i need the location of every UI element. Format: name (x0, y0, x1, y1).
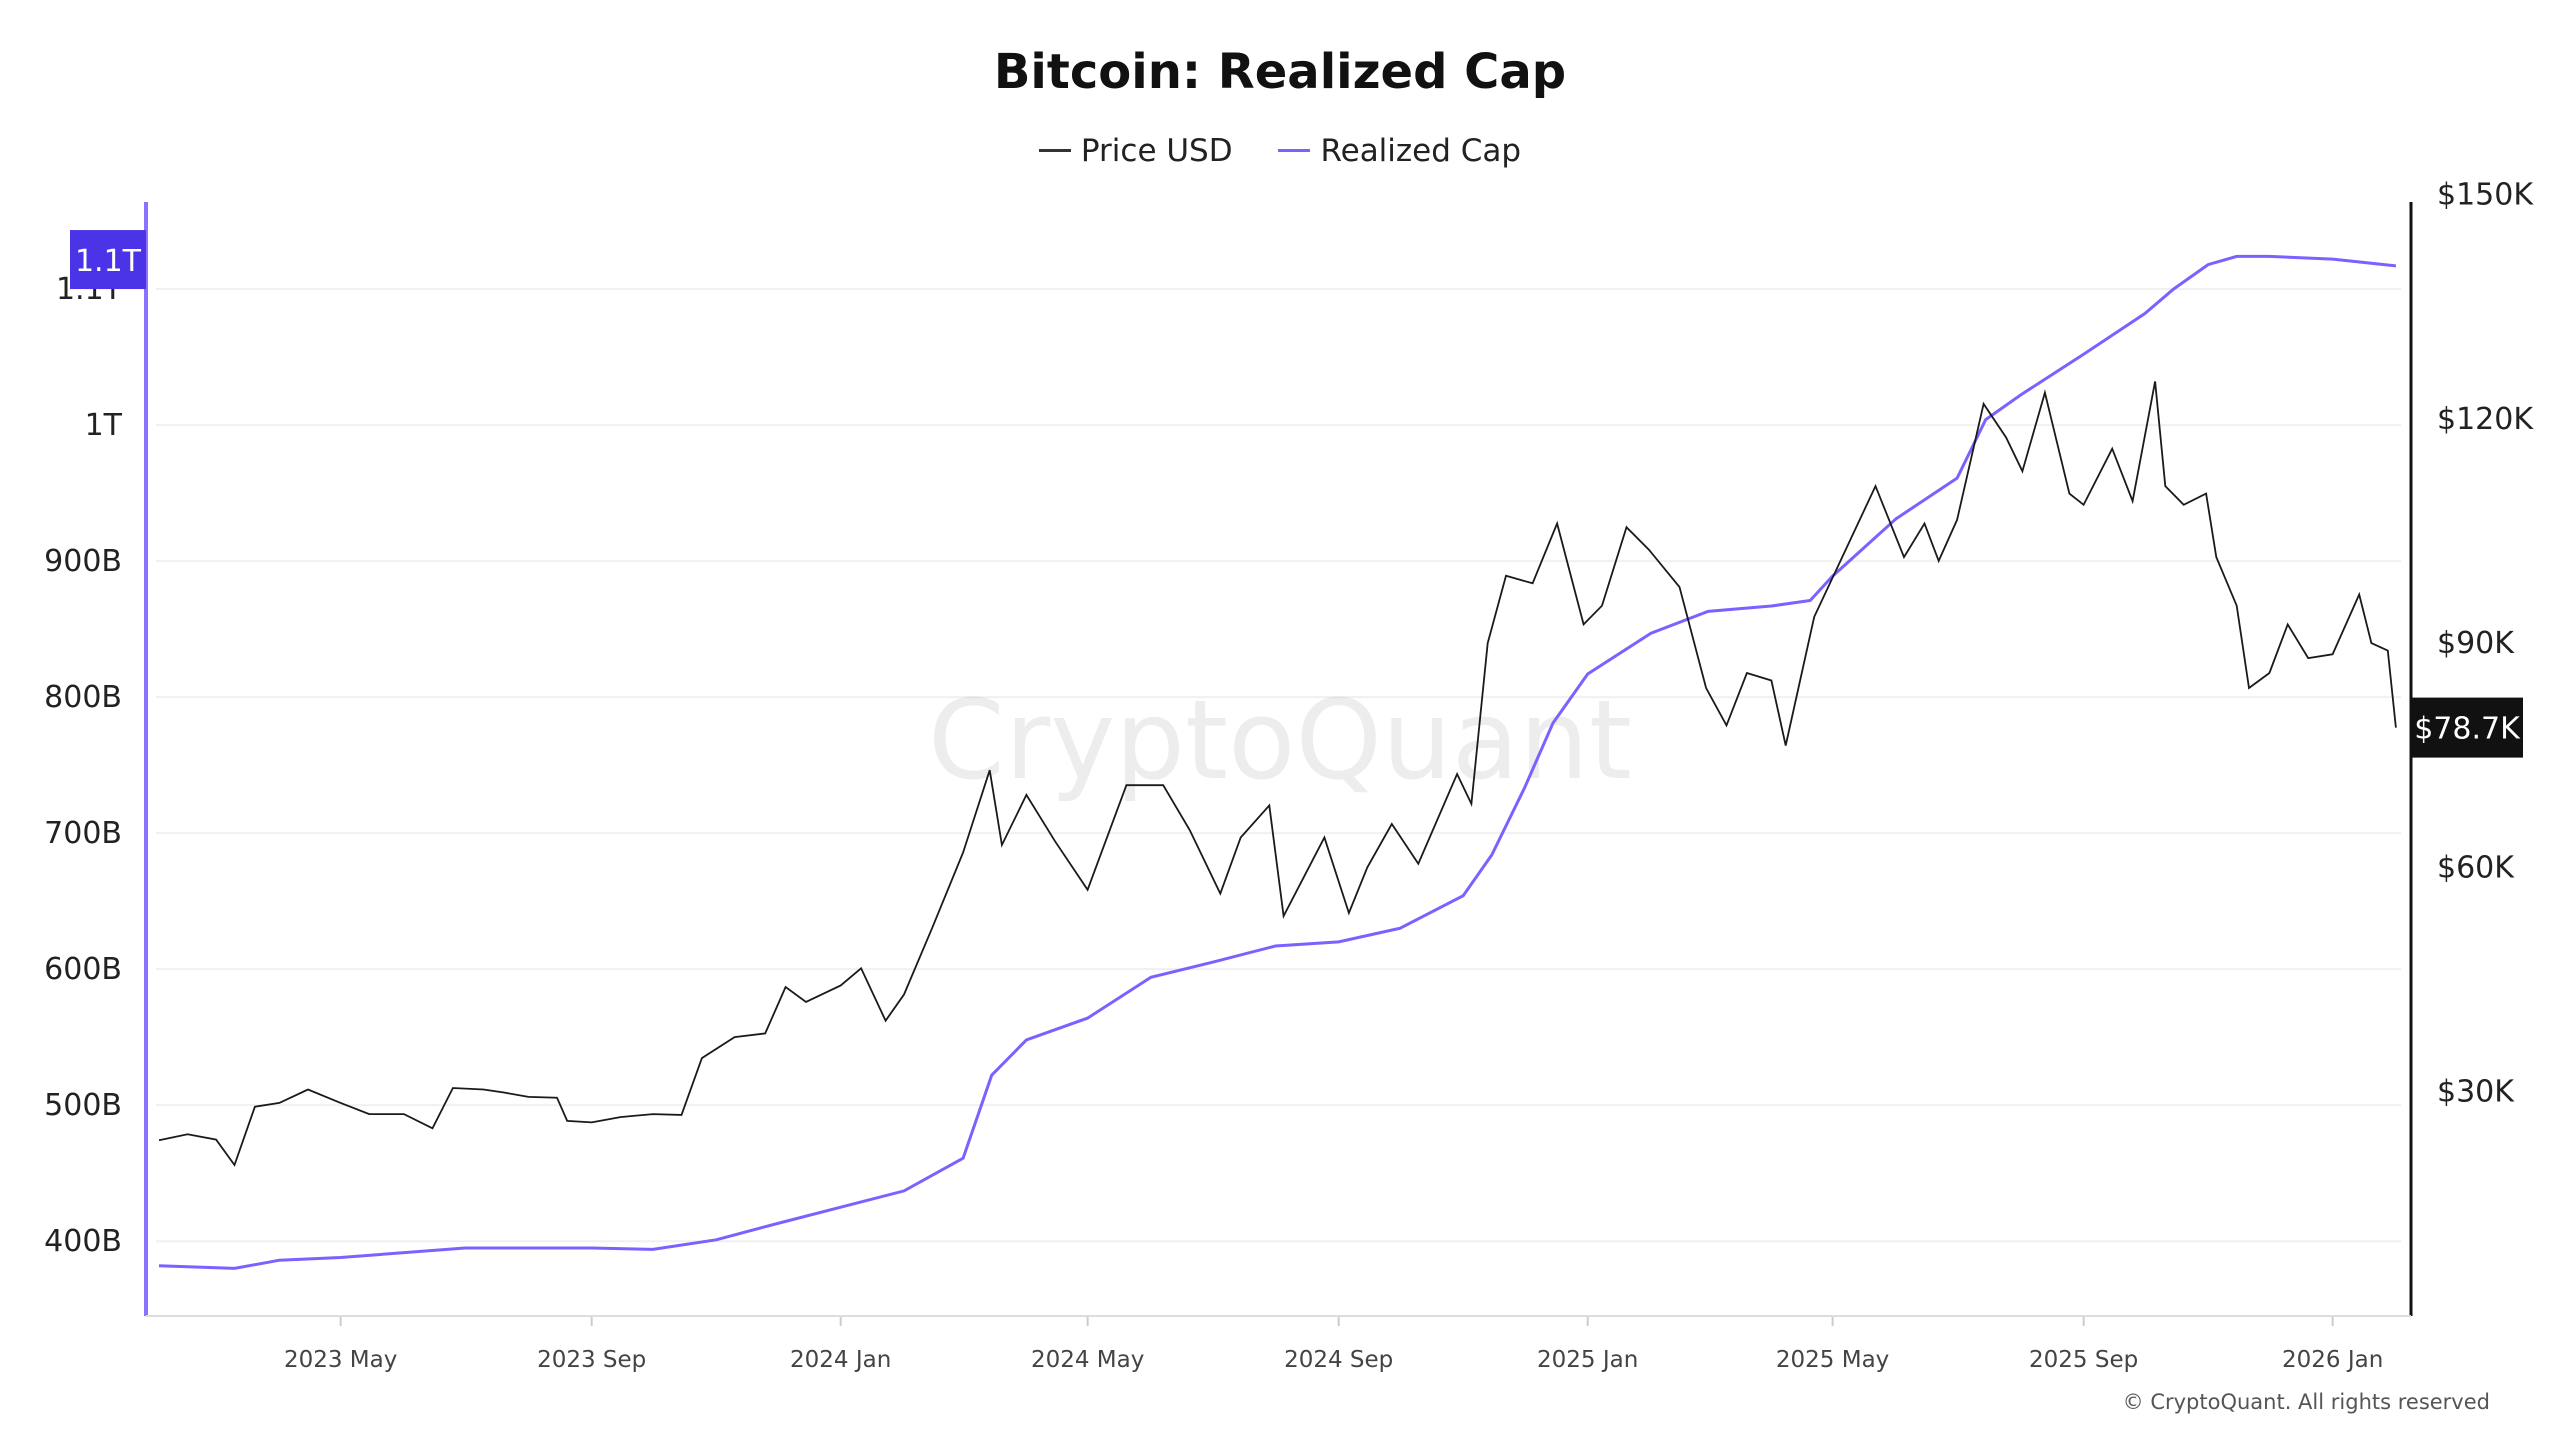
right-tick-label: $120K (2437, 402, 2534, 437)
watermark: CryptoQuant (928, 676, 1632, 804)
legend-label: Realized Cap (1320, 132, 1522, 169)
x-tick-label: 2025 Sep (2029, 1347, 2138, 1373)
legend-swatch (1038, 149, 1071, 152)
x-tick-label: 2023 Sep (537, 1347, 646, 1373)
left-tick-label: 500B (44, 1088, 122, 1123)
left-tick-label: 900B (44, 544, 122, 579)
right-current-label: $78.7K (2414, 712, 2521, 747)
left-tick-label: 700B (44, 816, 122, 851)
left-tick-label: 800B (44, 680, 122, 715)
left-current-label: 1.1T (75, 244, 142, 279)
copyright: © CryptoQuant. All rights reserved (2122, 1390, 2490, 1414)
x-tick-label: 2024 Jan (790, 1347, 891, 1373)
right-current-badge (2411, 697, 2523, 758)
x-tick-label: 2024 Sep (1284, 1347, 1393, 1373)
x-tick-label: 2025 Jan (1537, 1347, 1638, 1373)
left-tick-label: 600B (44, 952, 122, 987)
x-tick-label: 2024 May (1031, 1347, 1144, 1373)
x-tick-label: 2025 May (1776, 1347, 1889, 1373)
x-tick-label: 2023 May (284, 1347, 397, 1373)
legend-item-realized-cap[interactable]: Realized Cap (1278, 133, 1521, 169)
left-current-badge (70, 230, 146, 290)
left-tick-label: 400B (44, 1224, 122, 1259)
legend: Price USD Realized Cap (0, 124, 2560, 169)
legend-item-price[interactable]: Price USD (1038, 132, 1233, 169)
legend-swatch (1278, 149, 1311, 152)
right-tick-label: $30K (2437, 1075, 2515, 1110)
price-line (158, 381, 2397, 1167)
right-tick-label: $90K (2437, 626, 2515, 661)
right-tick-label: $150K (2437, 178, 2534, 213)
chart-title: Bitcoin: Realized Cap (993, 44, 1567, 100)
legend-label: Price USD (1080, 132, 1233, 169)
right-tick-label: $60K (2437, 850, 2515, 885)
left-tick-label: 1T (85, 408, 123, 443)
realized-cap-line (158, 254, 2397, 1270)
x-tick-label: 2026 Jan (2282, 1347, 2383, 1373)
